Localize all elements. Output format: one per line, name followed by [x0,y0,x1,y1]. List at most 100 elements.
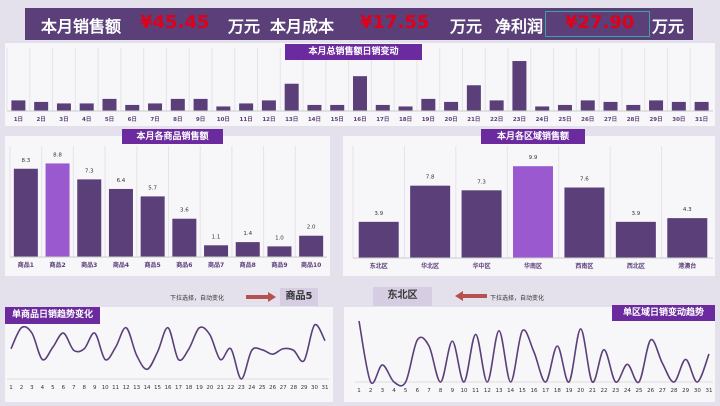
data-label: 5.7 [148,185,157,191]
bar [125,104,140,111]
data-label: 7.3 [477,179,486,185]
data-label: 2.0 [307,225,316,231]
tick-label: 31 [706,388,713,394]
tick-label: 27日 [604,116,617,123]
profit-label: 净利润 [495,17,544,36]
tick-label: 7日 [150,116,159,123]
tick-label: 6 [62,385,66,391]
tick-label: 20 [206,385,213,391]
bar [34,101,49,111]
tick-label: 18 [554,388,561,394]
tick-label: 商品7 [208,261,224,269]
tick-label: 10日 [217,116,230,123]
tick-label: 商品9 [271,261,287,269]
tick-label: 西南区 [575,262,593,270]
bar [398,106,413,111]
tick-label: 14日 [308,116,321,123]
bar [564,187,605,258]
tick-label: 20 [577,388,584,394]
tick-label: 12 [123,385,130,391]
tick-label: 29 [301,385,308,391]
data-label: 3.6 [180,208,189,214]
cost-label: 本月成本 [270,17,335,36]
tick-label: 17 [175,385,182,391]
tick-label: 24 [248,385,255,391]
bar [235,242,260,257]
bar [358,221,399,258]
bar [353,76,367,111]
tick-label: 1 [357,388,361,394]
tick-label: 商品3 [81,261,97,269]
trend-line [10,323,326,380]
bar [193,98,208,111]
tick-label: 26日 [581,116,594,123]
arrow-left-icon [455,291,487,301]
hint-right: 下拉选择，自动变化 [490,295,545,302]
tick-label: 8日 [173,116,182,123]
tick-label: 3 [30,385,34,391]
tick-label: 16日 [353,116,366,123]
tick-label: 5日 [105,116,114,123]
bar [204,245,229,257]
tick-label: 5 [51,385,55,391]
profit-cell[interactable] [545,11,650,37]
data-label: 1.4 [243,231,252,237]
product-sales-panel: 8.3 商品1 8.8 商品2 7.3 商品3 6.4 商品4 5.7 商品5 3.6 商品6 1.1 商… [5,136,330,276]
region-sales-chart: 3.9 东北区 7.8 华北区 7.3 华中区 9.9 华南区 7.6 西南区 3.9 西北区 4.3 港… [352,146,713,270]
bar [603,101,618,111]
tick-label: 30日 [672,116,685,123]
tick-label: 7 [427,388,431,394]
bar [148,103,163,111]
bar [216,106,231,111]
bar [56,103,71,111]
tick-label: 11日 [240,116,253,123]
daily-sales-title: 本月总销售额日销变动 [285,44,422,60]
bar [11,100,26,111]
tick-label: 9 [451,388,455,394]
tick-label: 19 [196,385,203,391]
tick-label: 23 [238,385,245,391]
bar [307,104,322,111]
tick-label: 华中区 [473,262,491,270]
region-select[interactable]: 东北区 [373,287,432,306]
tick-label: 30 [694,388,701,394]
data-label: 6.4 [117,178,126,184]
tick-label: 15 [154,385,161,391]
bar [615,221,656,258]
tick-label: 商品8 [240,261,256,269]
trend-line [358,320,710,387]
bar [444,101,459,111]
tick-label: 11 [112,385,119,391]
tick-label: 16 [165,385,172,391]
bar [489,100,504,111]
bar [102,98,117,111]
product-select[interactable]: 商品5 [280,288,318,306]
tick-label: 商品6 [176,261,192,269]
tick-label: 24 [624,388,631,394]
tick-label: 商品5 [145,261,161,269]
region-sales-title: 本月各区域销售额 [481,129,585,144]
tick-label: 21 [589,388,596,394]
tick-label: 19日 [422,116,435,123]
tick-label: 28 [671,388,678,394]
tick-label: 25日 [558,116,571,123]
product-sales-chart: 8.3 商品1 8.8 商品2 7.3 商品3 6.4 商品4 5.7 商品5 3.6 商品6 1.1 商… [9,146,327,269]
bar [79,103,94,111]
bar [694,101,709,111]
tick-label: 25 [636,388,643,394]
bar [513,166,553,258]
tick-label: 13 [496,388,503,394]
tick-label: 商品1 [18,261,34,269]
tick-label: 21 [217,385,224,391]
profit-value: ¥27.90 [565,12,635,33]
tick-label: 6日 [128,116,137,123]
tick-label: 1 [9,385,13,391]
bar [466,85,481,111]
tick-label: 20日 [445,116,458,123]
data-label: 1.0 [275,235,284,241]
tick-label: 西北区 [627,262,645,270]
tick-label: 商品2 [49,261,65,269]
tick-label: 23 [612,388,619,394]
tick-label: 商品4 [113,261,129,269]
tick-label: 12日 [262,116,275,123]
